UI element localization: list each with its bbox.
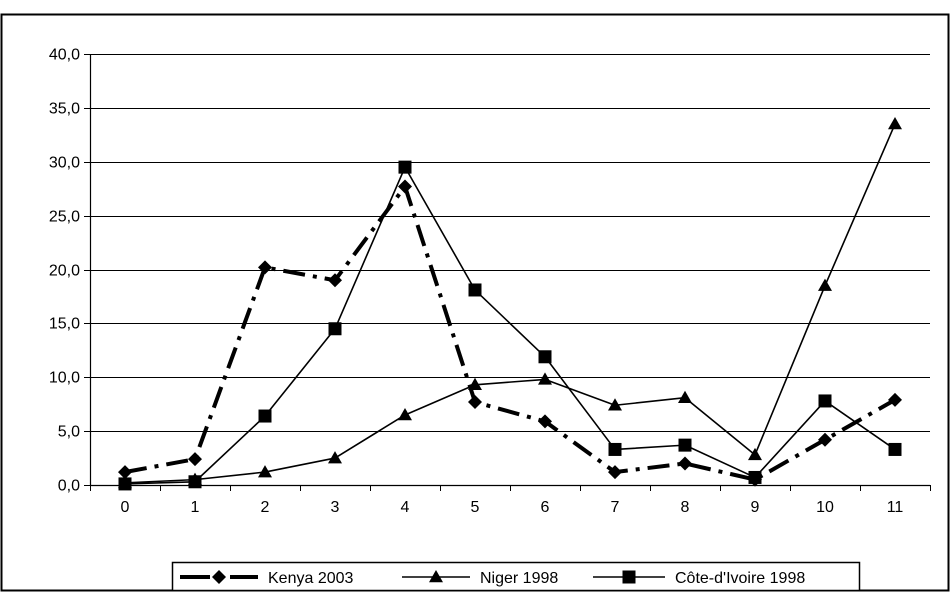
data-point [258, 409, 272, 423]
axes [84, 54, 931, 491]
legend: Kenya 2003 Niger 1998 Côte-d'Ivoire 1998 [171, 561, 861, 592]
data-point [188, 475, 202, 489]
data-point [118, 465, 132, 480]
data-point [608, 465, 622, 480]
legend-box [171, 561, 861, 592]
series-line-2 [124, 166, 896, 485]
data-point [398, 160, 412, 174]
x-tick-label: 5 [471, 499, 480, 516]
x-tick-label: 2 [261, 499, 270, 516]
x-tick-label: 1 [191, 499, 200, 516]
data-point [538, 414, 552, 429]
chart-frame [0, 13, 950, 592]
data-point [678, 390, 692, 403]
x-tick-label: 9 [751, 499, 760, 516]
y-tick-label: 25,0 [49, 209, 80, 226]
x-tick-label: 10 [816, 499, 834, 516]
y-tick-label: 10,0 [49, 370, 80, 387]
data-point [678, 438, 692, 452]
data-point [188, 452, 202, 467]
y-tick-labels: 0,0 5,0 10,0 15,0 20,0 25,0 30,0 35,0 40,0 [49, 47, 80, 495]
gridlines [90, 54, 930, 432]
legend-label: Kenya 2003 [268, 570, 354, 587]
data-point [888, 442, 902, 456]
data-point [678, 456, 692, 471]
legend-marker [622, 570, 636, 584]
data-point [328, 322, 342, 336]
data-point [398, 407, 412, 421]
data-point [608, 442, 622, 456]
data-point [748, 447, 762, 461]
series-layer [118, 117, 902, 491]
data-point [328, 451, 342, 464]
y-tick-label: 20,0 [49, 263, 80, 280]
data-point [888, 117, 902, 130]
legend-label: Niger 1998 [480, 570, 558, 587]
data-point [118, 477, 132, 491]
data-point [608, 398, 622, 411]
x-tick-label: 4 [401, 499, 410, 516]
y-tick-label: 35,0 [49, 101, 80, 118]
data-point [468, 395, 482, 410]
data-point [258, 465, 272, 478]
data-point [328, 273, 342, 288]
data-point [468, 283, 482, 297]
x-tick-labels: 0 1 2 3 4 5 6 7 8 9 10 11 [121, 499, 904, 516]
data-point [748, 470, 762, 484]
x-tick-label: 8 [681, 499, 690, 516]
y-tick-label: 5,0 [58, 424, 80, 441]
y-tick-label: 40,0 [49, 47, 80, 64]
series-line-1 [124, 123, 896, 484]
legend-marker [212, 570, 226, 584]
y-tick-label: 30,0 [49, 155, 80, 172]
x-tick-label: 3 [331, 499, 340, 516]
data-point [818, 432, 832, 447]
data-point [468, 377, 482, 391]
x-tick-label: 7 [611, 499, 620, 516]
data-point [258, 260, 272, 275]
data-point [818, 394, 832, 408]
x-tick-label: 11 [887, 499, 904, 516]
data-point [398, 179, 412, 194]
legend-label: Côte-d'Ivoire 1998 [675, 570, 805, 587]
data-point [538, 350, 552, 364]
y-tick-label: 0,0 [58, 478, 80, 495]
data-point [818, 278, 832, 291]
x-tick-label: 6 [541, 499, 550, 516]
series-line-0 [124, 184, 896, 482]
data-point [538, 372, 552, 385]
data-point [888, 392, 902, 407]
y-tick-label: 15,0 [49, 316, 80, 333]
legend-marker [429, 570, 443, 583]
x-tick-label: 0 [121, 499, 130, 516]
